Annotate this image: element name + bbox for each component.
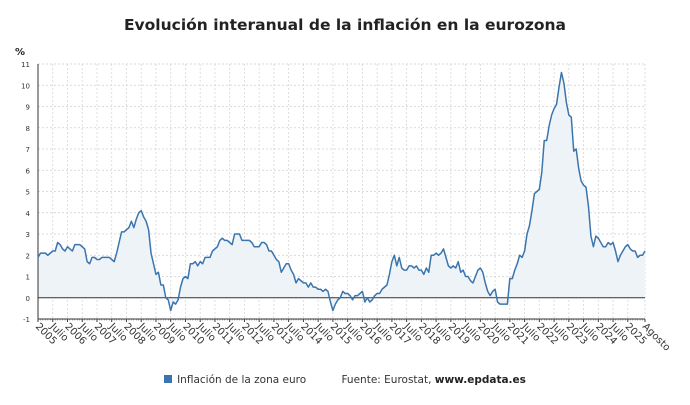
y-tick-label: 1 — [26, 274, 30, 282]
series-area — [38, 72, 645, 311]
y-tick-label: 2 — [26, 252, 30, 260]
series-line — [37, 71, 646, 312]
y-tick-label: 7 — [26, 146, 30, 154]
y-tick-label: 3 — [26, 231, 30, 239]
y-axis-unit: % — [15, 47, 26, 58]
source-link[interactable]: www.epdata.es — [434, 374, 526, 386]
chart-title: Evolución interanual de la inflación en … — [123, 16, 567, 34]
y-tick-label: 6 — [26, 167, 31, 175]
source-note: Fuente: Eurostat, www.epdata.es — [341, 374, 525, 386]
y-tick-label: -1 — [23, 316, 30, 324]
legend-series-label: Inflación de la zona euro — [177, 374, 307, 386]
y-tick-label: 11 — [21, 61, 30, 69]
legend: Inflación de la zona euro Fuente: Eurost… — [0, 374, 690, 386]
y-tick-label: 0 — [26, 295, 30, 303]
y-tick-label: 10 — [21, 82, 30, 90]
source-prefix: Fuente: Eurostat, — [341, 374, 432, 386]
y-tick-label: 9 — [26, 104, 30, 112]
y-tick-label: 5 — [26, 189, 30, 197]
legend-swatch — [164, 375, 173, 383]
y-tick-label: 4 — [26, 210, 31, 218]
y-tick-label: 8 — [26, 125, 30, 133]
